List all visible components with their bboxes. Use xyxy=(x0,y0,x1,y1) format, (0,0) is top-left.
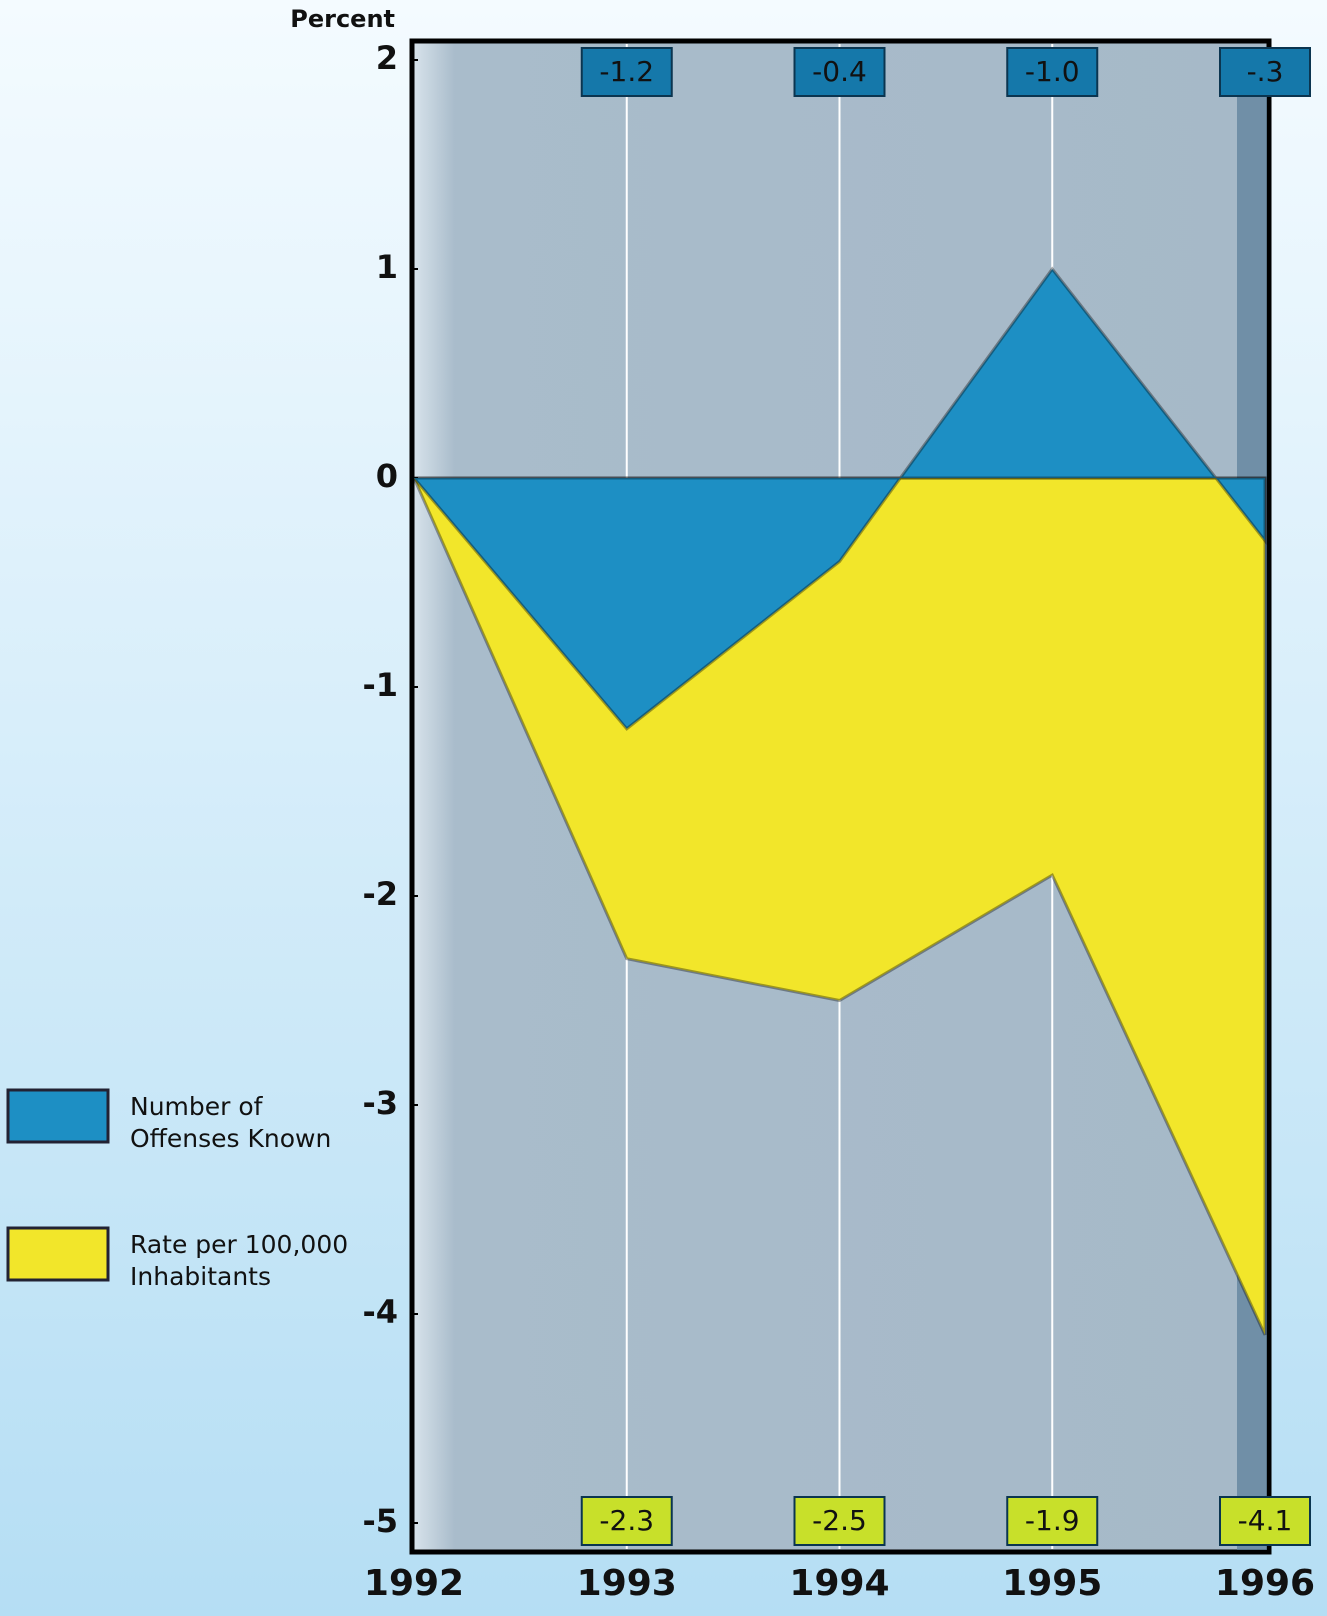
value-label-box xyxy=(793,47,886,97)
value-label: -4.1 xyxy=(1238,1504,1293,1537)
legend-swatch xyxy=(6,1088,110,1144)
value-label: -0.4 xyxy=(812,55,867,88)
area xyxy=(410,266,1267,731)
x-tick-label: 1996 xyxy=(1215,1563,1315,1604)
value-label: -2.5 xyxy=(812,1504,867,1537)
legend-label: Number of Offenses Known xyxy=(130,1092,331,1153)
y-tick-label: 0 xyxy=(376,457,398,495)
legend-swatch xyxy=(6,1226,110,1282)
x-tick-label: 1993 xyxy=(577,1563,677,1604)
value-label: -1.0 xyxy=(1025,55,1080,88)
value-label: -.3 xyxy=(1247,55,1284,88)
y-tick-label: -4 xyxy=(362,1293,398,1331)
value-label-box xyxy=(1006,47,1099,97)
x-tick-label: 1994 xyxy=(789,1563,889,1604)
x-tick-label: 1995 xyxy=(1002,1563,1102,1604)
value-label-box xyxy=(1219,1496,1311,1546)
y-tick-label: -2 xyxy=(362,875,398,913)
y-tick-label: -1 xyxy=(362,666,398,704)
y-tick-label: -3 xyxy=(362,1084,398,1122)
y-tick-label: 2 xyxy=(376,39,398,77)
value-label-box xyxy=(1219,47,1311,97)
y-tick-label: -5 xyxy=(362,1502,398,1540)
legend-label: Rate per 100,000 Inhabitants xyxy=(130,1230,348,1291)
value-label-box xyxy=(580,47,673,97)
x-tick-label: 1992 xyxy=(364,1563,464,1604)
value-label: -2.3 xyxy=(599,1504,654,1537)
y-axis-label: Percent xyxy=(290,5,395,33)
value-label: -1.2 xyxy=(599,55,654,88)
value-label-box xyxy=(580,1496,673,1546)
value-label-box xyxy=(793,1496,886,1546)
value-label: -1.9 xyxy=(1025,1504,1080,1537)
y-tick-label: 1 xyxy=(376,248,398,286)
value-label-box xyxy=(1006,1496,1099,1546)
